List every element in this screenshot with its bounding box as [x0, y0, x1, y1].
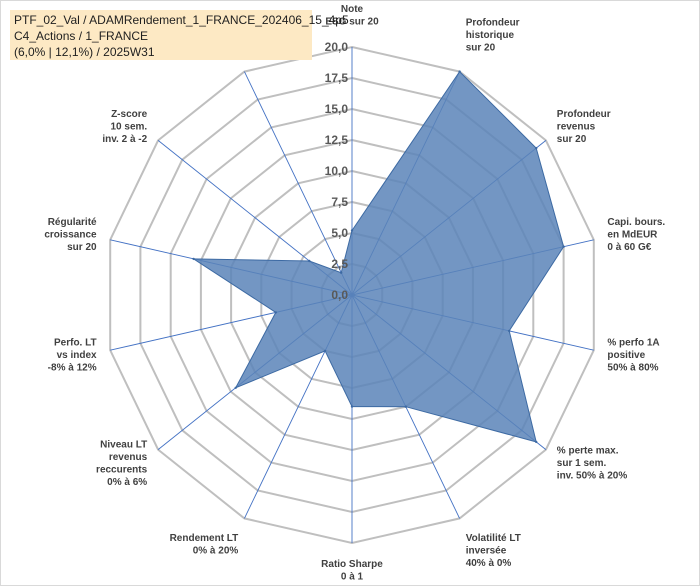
series-area: [191, 70, 565, 443]
data-point: [404, 405, 407, 408]
axis-label: Rendement LT 0% à 20%: [170, 533, 239, 557]
tick-label: 7,5: [331, 195, 348, 209]
data-point: [308, 259, 311, 263]
tick-label: 15,0: [325, 102, 349, 116]
axis-label-line: sur 20: [466, 42, 496, 53]
radar-series: [191, 70, 565, 444]
tick-label: 0,0: [331, 288, 348, 302]
chart-caption: PTF_02_Val / ADAMRendement_1_FRANCE_2024…: [10, 10, 349, 60]
axis-label-line: sur 20: [557, 134, 587, 145]
axis-label-line: sur 1 sem.: [557, 458, 607, 469]
caption-line-1: PTF_02_Val / ADAMRendement_1_FRANCE_2024…: [14, 13, 349, 27]
axis-spoke: [243, 71, 353, 296]
axis-label-line: 40% à 0%: [466, 558, 512, 569]
data-point: [562, 245, 565, 248]
axis-label-line: Z-score: [111, 109, 148, 120]
axis-label-line: Note: [341, 4, 364, 15]
axis-label-line: 0% à 20%: [193, 546, 239, 557]
data-point: [508, 329, 511, 333]
axis-label-line: % perte max.: [557, 446, 619, 457]
axis-label-line: Capi. bours.: [607, 217, 665, 228]
data-point: [350, 229, 354, 232]
axis-label: Ratio Sharpe 0 à 1: [321, 559, 383, 583]
axis-label-line: Profondeur: [557, 109, 611, 120]
tick-label: 20,0: [325, 40, 349, 54]
axis-label-line: Ratio Sharpe: [321, 559, 383, 570]
axis-label-line: Volatilité LT: [466, 533, 521, 544]
axis-label-line: inversée: [466, 546, 507, 557]
axis-label-line: 50% à 80%: [607, 362, 658, 373]
data-point: [274, 311, 277, 314]
axis-label-line: inv. 2 à -2: [102, 134, 147, 145]
axis-label: Perfo. LT vs index-8% à 12%: [48, 337, 97, 373]
axis-label-line: inv. 50% à 20%: [557, 471, 628, 482]
axis-label-line: reccurents: [96, 464, 148, 475]
data-point: [340, 271, 343, 274]
axis-label-line: en MdEUR: [607, 230, 658, 241]
axis-label-line: Profondeur: [466, 17, 520, 28]
data-point: [535, 440, 538, 444]
axis-label-line: 10 sem.: [110, 121, 147, 132]
axis-label-line: % perfo 1A: [607, 337, 659, 348]
data-point: [323, 349, 327, 353]
tick-label: 5,0: [331, 226, 348, 240]
axis-label-line: historique: [466, 30, 515, 41]
axis-label-line: 0 à 60 G€: [607, 242, 651, 253]
axis-label-line: revenus: [557, 121, 596, 132]
axis-label-line: Régularité: [48, 217, 97, 228]
axis-label-line: vs index: [57, 350, 97, 361]
tick-label: 10,0: [325, 164, 349, 178]
tick-label: 12,5: [325, 133, 349, 147]
caption-line-2: C4_Actions / 1_FRANCE: [14, 29, 149, 43]
axis-label-line: croissance: [44, 230, 97, 241]
data-point: [192, 257, 195, 261]
axis-label-line: positive: [607, 350, 645, 361]
data-point: [234, 386, 237, 389]
caption-line-3: (6,0% | 12,1%) / 2025W31: [14, 45, 155, 59]
data-point: [458, 70, 461, 73]
axis-label-line: 0% à 6%: [107, 477, 147, 488]
axis-label-line: -8% à 12%: [48, 362, 97, 373]
axis-label-line: revenus: [109, 452, 148, 463]
axis-label-line: Niveau LT: [100, 439, 147, 450]
axis-label-line: Perfo. LT: [54, 337, 97, 348]
radial-tick-labels: 0,0 2,5 5,0 7,5 10,0 12,5 15,0 17,5 20,0: [325, 40, 349, 302]
axis-label: % perte max.sur 1 sem. inv. 50% à 20%: [557, 446, 628, 482]
axis-label-line: sur 20: [67, 242, 97, 253]
tick-label: 2,5: [331, 257, 348, 271]
data-point: [535, 146, 538, 150]
data-point: [350, 405, 354, 408]
axis-label-line: ESG sur 20: [325, 17, 379, 28]
tick-label: 17,5: [325, 71, 349, 85]
axis-label-line: 0 à 1: [341, 572, 364, 583]
axis-label: Note ESG sur 20: [325, 4, 379, 28]
axis-label-line: Rendement LT: [170, 533, 239, 544]
